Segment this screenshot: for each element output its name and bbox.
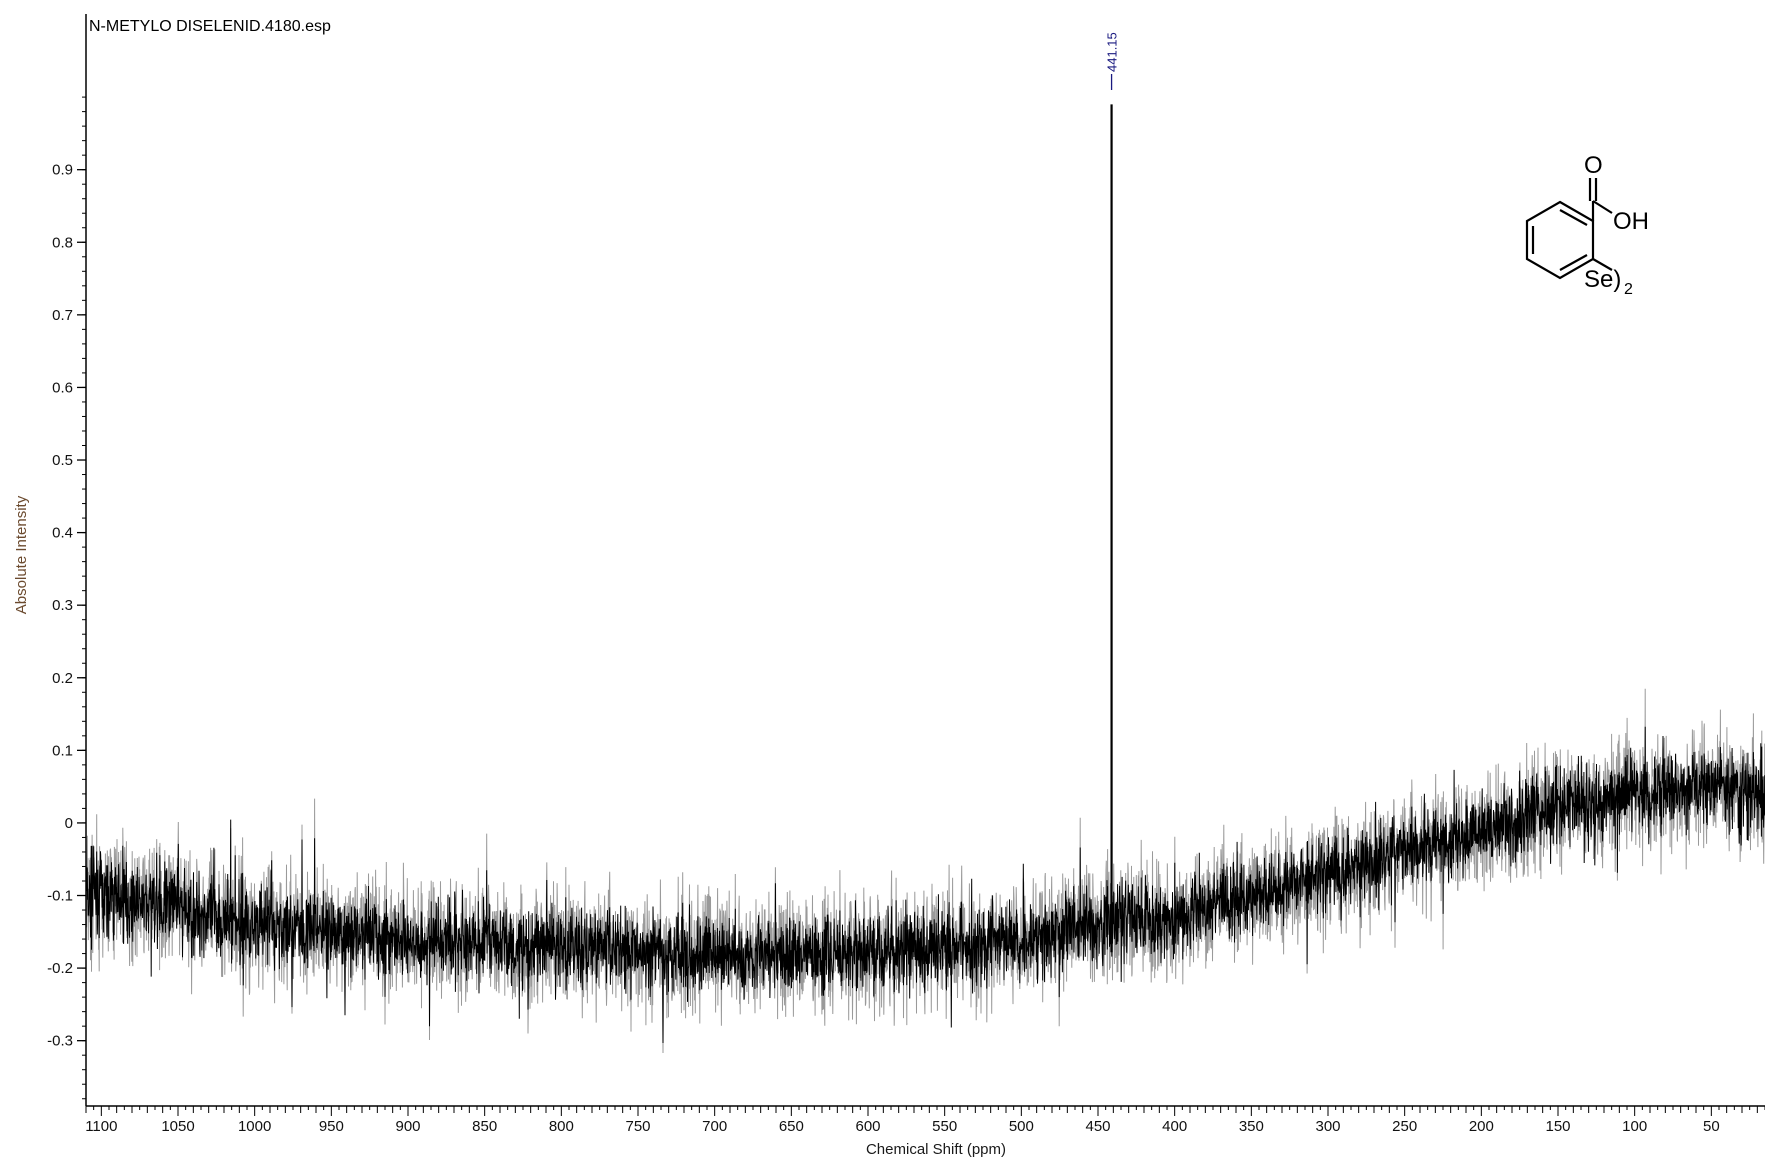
y-tick-label: -0.2 [47, 960, 73, 977]
x-tick-label: 600 [855, 1118, 880, 1135]
x-tick-label: 350 [1239, 1118, 1264, 1135]
y-tick-label: 0.9 [52, 162, 73, 179]
x-tick-label: 750 [625, 1118, 650, 1135]
chart-title: N-METYLO DISELENID.4180.esp [89, 18, 331, 35]
x-tick-label: 550 [932, 1118, 957, 1135]
ring-to-selenium-bond [1592, 258, 1613, 271]
x-axis: 1100 1050 1000 950 900 850 800 750 700 650 600 550 5… [85, 1105, 1765, 1135]
x-tick-label: 950 [319, 1118, 344, 1135]
x-tick-label: 650 [779, 1118, 804, 1135]
carbonyl-oxygen-label: O [1584, 152, 1603, 179]
y-tick-label: 0.5 [52, 452, 73, 469]
peak-label: 441.15 [1105, 32, 1120, 72]
y-axis: 0.9 0.8 0.7 0.6 0.5 0.4 0.3 0.2 0.1 0 -0.1 -0.2 -0.3 [47, 14, 87, 1106]
x-tick-label: 700 [702, 1118, 727, 1135]
carbon-hydroxyl-bond [1592, 200, 1613, 214]
y-axis-title: Absolute Intensity [13, 495, 30, 614]
selenium-label: Se) [1584, 266, 1621, 293]
x-tick-label: 250 [1392, 1118, 1417, 1135]
ring-double-bond-1 [1559, 209, 1588, 226]
y-tick-label: 0.3 [52, 597, 73, 614]
x-tick-label: 450 [1085, 1118, 1110, 1135]
y-tick-label: 0 [65, 815, 73, 832]
x-tick-label: 300 [1315, 1118, 1340, 1135]
x-tick-label: 500 [1009, 1118, 1034, 1135]
peak-annotation: 441.15 [1105, 32, 1120, 90]
y-tick-label: 0.4 [52, 525, 73, 542]
x-tick-label: 400 [1162, 1118, 1187, 1135]
x-tick-label: 1100 [85, 1118, 117, 1135]
hydroxyl-label: OH [1613, 208, 1649, 235]
chemical-structure: O OH Se) 2 [1525, 152, 1649, 298]
y-tick-label: 0.8 [52, 234, 73, 251]
x-tick-label: 850 [472, 1118, 497, 1135]
x-tick-label: 900 [395, 1118, 420, 1135]
selenium-subscript: 2 [1624, 281, 1633, 298]
plot-area [85, 104, 1765, 1054]
y-tick-label: -0.3 [47, 1033, 73, 1050]
x-axis-title: Chemical Shift (ppm) [866, 1141, 1006, 1158]
y-tick-label: 0.6 [52, 379, 73, 396]
y-tick-label: 0.1 [52, 742, 73, 759]
spectrum-trace-shadow [85, 688, 1765, 1054]
spectrum-trace [85, 726, 1765, 1044]
carboxyl-group [1588, 178, 1613, 221]
x-tick-label: 100 [1622, 1118, 1647, 1135]
x-tick-label: 1000 [238, 1118, 271, 1135]
x-tick-label: 200 [1469, 1118, 1494, 1135]
y-tick-label: 0.2 [52, 670, 73, 687]
x-tick-label: 800 [549, 1118, 574, 1135]
x-tick-label: 150 [1545, 1118, 1570, 1135]
y-tick-label: 0.7 [52, 307, 73, 324]
x-tick-label: 1050 [161, 1118, 194, 1135]
y-tick-label: -0.1 [47, 888, 73, 905]
ring-double-bond-3 [1559, 254, 1588, 271]
x-tick-label: 50 [1703, 1118, 1720, 1135]
